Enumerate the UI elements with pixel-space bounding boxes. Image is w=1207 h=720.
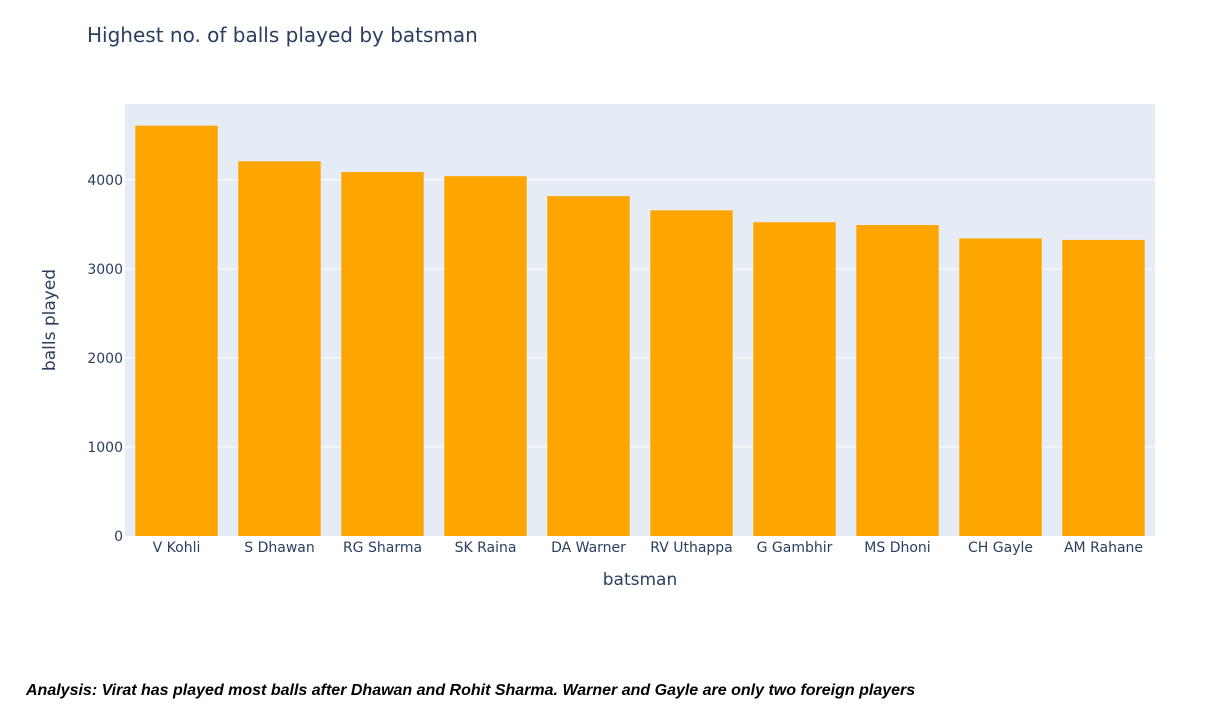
bars (135, 125, 1145, 537)
chart-title: Highest no. of balls played by batsman (87, 23, 478, 47)
bar[interactable] (547, 196, 630, 537)
x-tick-label: SK Raina (455, 540, 517, 556)
bar-chart: Highest no. of balls played by batsman 0… (40, 23, 1155, 590)
y-tick-label: 4000 (87, 173, 123, 189)
y-tick-label: 1000 (87, 440, 123, 456)
y-tick-label: 3000 (87, 262, 123, 278)
bar[interactable] (959, 238, 1042, 536)
y-tick-label: 0 (114, 529, 123, 545)
y-axis-ticks: 0 1000 2000 3000 4000 (87, 173, 123, 545)
bar[interactable] (753, 222, 836, 536)
bar[interactable] (856, 224, 939, 536)
x-tick-label: RV Uthappa (650, 540, 733, 556)
bar[interactable] (444, 176, 527, 536)
y-axis-title: balls played (40, 269, 60, 371)
bar[interactable] (1062, 239, 1145, 536)
y-tick-label: 2000 (87, 351, 123, 367)
x-tick-label: MS Dhoni (864, 540, 930, 556)
bar[interactable] (650, 210, 733, 536)
x-tick-label: V Kohli (153, 540, 201, 556)
bar[interactable] (135, 125, 218, 536)
x-tick-label: RG Sharma (343, 540, 422, 556)
x-axis-ticks: V Kohli S Dhawan RG Sharma SK Raina DA Warne… (153, 540, 1143, 556)
x-tick-label: CH Gayle (968, 540, 1033, 556)
x-axis-title: batsman (603, 570, 677, 590)
x-tick-label: DA Warner (551, 540, 626, 556)
bar[interactable] (341, 172, 424, 537)
x-tick-label: G Gambhir (757, 540, 833, 556)
analysis-note: Analysis: Virat has played most balls af… (26, 682, 916, 699)
bar[interactable] (238, 161, 321, 536)
x-tick-label: AM Rahane (1064, 540, 1143, 556)
x-tick-label: S Dhawan (244, 540, 314, 556)
